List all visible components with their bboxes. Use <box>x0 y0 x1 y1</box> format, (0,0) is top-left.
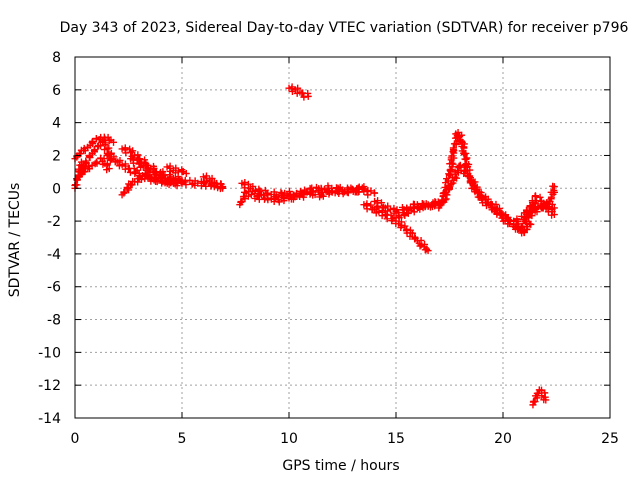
series-arc-14 <box>285 83 312 101</box>
ticks-layer: 0 5 10 15 20 25 -14 -12 -10 -8 -6 -4 -2 0 2 4 6 8 <box>38 50 619 447</box>
x-tick-label: 10 <box>280 431 298 447</box>
x-tick-label: 0 <box>71 431 80 447</box>
y-tick-label: 2 <box>52 148 61 164</box>
y-tick-label: -14 <box>38 411 61 427</box>
y-tick-label: -6 <box>47 280 61 296</box>
x-axis-label: GPS time / hours <box>282 458 399 474</box>
data-point-markers <box>199 172 227 192</box>
series-arc-17 <box>392 198 443 222</box>
y-axis-label: SDTVAR / TECUs <box>7 183 23 298</box>
chart-title: Day 343 of 2023, Sidereal Day-to-day VTE… <box>60 20 629 36</box>
data-point-markers <box>392 198 443 222</box>
y-tick-label: 8 <box>52 50 61 66</box>
y-tick-label: 4 <box>52 116 61 132</box>
x-tick-label: 15 <box>387 431 405 447</box>
series-arc-19 <box>435 161 528 237</box>
grid-layer <box>75 57 610 418</box>
y-tick-label: -12 <box>38 378 61 394</box>
data-point-markers <box>510 199 558 225</box>
x-tick-label: 5 <box>178 431 187 447</box>
y-tick-label: 6 <box>52 83 61 99</box>
series-arc-11 <box>199 172 227 192</box>
data-point-markers <box>285 83 312 101</box>
series-arc-22 <box>510 199 558 225</box>
plot-frame <box>74 56 611 419</box>
y-tick-label: -10 <box>38 345 61 361</box>
series-arc-8 <box>127 154 186 185</box>
y-tick-label: 0 <box>52 181 61 197</box>
data-point-markers <box>435 161 528 237</box>
data-point-markers <box>238 179 368 201</box>
x-tick-label: 25 <box>601 431 619 447</box>
data-point-markers <box>163 162 190 178</box>
y-tick-label: -8 <box>47 313 61 329</box>
marks-layer <box>71 83 558 409</box>
y-tick-label: -2 <box>47 214 61 230</box>
series-arc-23 <box>529 386 550 409</box>
series-arc-9 <box>163 162 190 178</box>
series-arc-13 <box>238 179 368 201</box>
y-tick-label: -4 <box>47 247 61 263</box>
x-tick-label: 20 <box>494 431 512 447</box>
data-point-markers <box>127 154 186 185</box>
data-point-markers <box>529 386 550 409</box>
